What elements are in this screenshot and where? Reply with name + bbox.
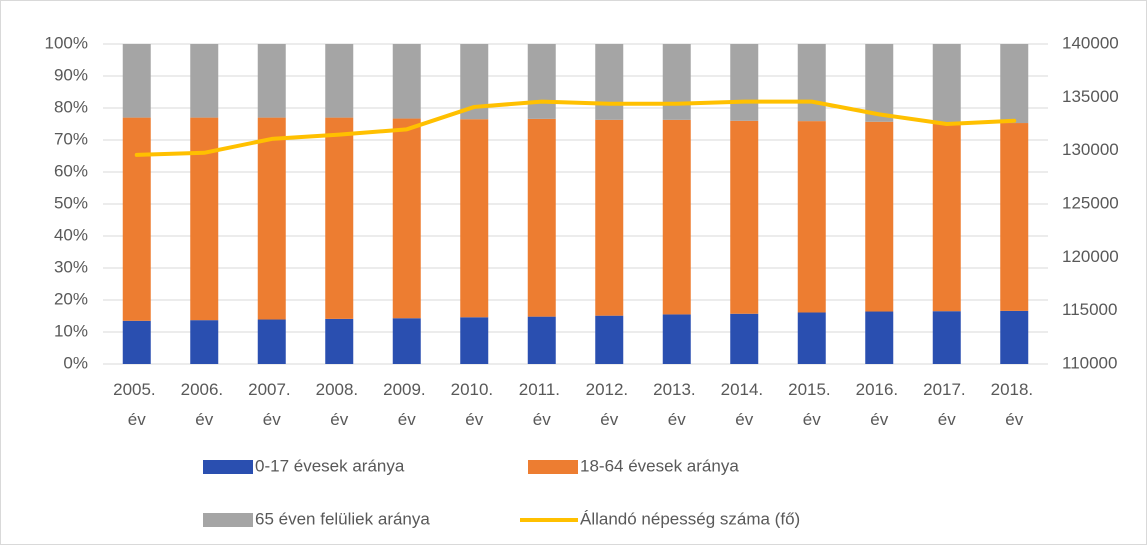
bar-segment (595, 315, 624, 364)
x-tick-label: 2011. év (519, 380, 565, 429)
bar-segment (257, 117, 286, 320)
bar-segment (122, 117, 151, 321)
y2-tick-label: 125000 (1062, 193, 1119, 212)
bar-segment (392, 318, 421, 364)
bar-segment (595, 119, 624, 316)
x-tick-label: 2017. év (923, 380, 970, 429)
x-tick-label: 2012. év (586, 380, 633, 429)
bar-segment (1000, 44, 1029, 124)
y2-tick-label: 140000 (1062, 33, 1119, 52)
bar-segment (392, 44, 421, 119)
bar-segment (527, 316, 556, 364)
legend-label: 65 éven felüliek aránya (255, 509, 430, 528)
bar-segment (325, 117, 354, 319)
bar-segment (392, 118, 421, 319)
y-tick-label: 40% (54, 225, 88, 244)
bar-segment (932, 311, 961, 364)
bar-segment (797, 121, 826, 313)
bar-segment (865, 44, 894, 122)
y2-tick-label: 130000 (1062, 140, 1119, 159)
bar-segment (122, 44, 151, 118)
bar-segment (460, 317, 489, 364)
y-tick-label: 0% (63, 353, 88, 372)
legend-label: 0-17 évesek aránya (255, 456, 405, 475)
bar-segment (662, 44, 691, 120)
bar-segment (662, 119, 691, 315)
x-tick-label: 2008. év (316, 380, 363, 429)
bar-segment (325, 44, 354, 118)
bar-segment (460, 119, 489, 318)
bar-segment (257, 319, 286, 364)
x-tick-label: 2006. év (181, 380, 228, 429)
y-tick-label: 100% (45, 33, 88, 52)
y-tick-label: 30% (54, 257, 88, 276)
y-tick-label: 20% (54, 289, 88, 308)
bar-segment (797, 44, 826, 122)
x-tick-label: 2010. év (451, 380, 498, 429)
y2-tick-label: 120000 (1062, 247, 1119, 266)
bar-segment (797, 312, 826, 364)
bar-segment (662, 314, 691, 364)
bar-segment (730, 313, 759, 364)
y-tick-label: 60% (54, 161, 88, 180)
x-tick-label: 2014. év (721, 380, 768, 429)
bar-segment (730, 44, 759, 121)
y-tick-label: 50% (54, 193, 88, 212)
bar-segment (527, 118, 556, 317)
bar-segment (257, 44, 286, 118)
legend-label: 18-64 évesek aránya (580, 456, 739, 475)
y-tick-label: 10% (54, 321, 88, 340)
x-tick-label: 2007. év (248, 380, 295, 429)
x-tick-label: 2005. év (113, 380, 160, 429)
bar-segment (865, 121, 894, 312)
bar-segment (730, 120, 759, 314)
bar-segment (595, 44, 624, 120)
legend-swatch (203, 513, 253, 527)
bar-segment (865, 311, 894, 364)
bar-segment (190, 320, 219, 364)
bar-segment (122, 320, 151, 364)
legend-label: Állandó népesség száma (fő) (580, 509, 800, 528)
y-tick-label: 90% (54, 65, 88, 84)
legend-swatch (528, 460, 578, 474)
x-tick-label: 2013. év (653, 380, 700, 429)
bar-segment (527, 44, 556, 119)
bar-segment (932, 44, 961, 123)
bar-segment (190, 44, 219, 118)
y2-tick-label: 135000 (1062, 87, 1119, 106)
x-tick-label: 2009. év (383, 380, 430, 429)
bar-segment (190, 117, 219, 321)
x-tick-label: 2016. év (856, 380, 903, 429)
y-tick-label: 70% (54, 129, 88, 148)
x-tick-label: 2018. év (991, 380, 1038, 429)
bar-segment (1000, 123, 1029, 311)
line-series (134, 99, 1017, 157)
y-tick-label: 80% (54, 97, 88, 116)
bar-segment (1000, 310, 1029, 364)
y2-tick-label: 110000 (1062, 353, 1117, 372)
bar-segment (932, 122, 961, 312)
bar-segment (325, 318, 354, 364)
y2-tick-label: 115000 (1062, 300, 1117, 319)
legend-swatch (203, 460, 253, 474)
x-tick-label: 2015. év (788, 380, 835, 429)
